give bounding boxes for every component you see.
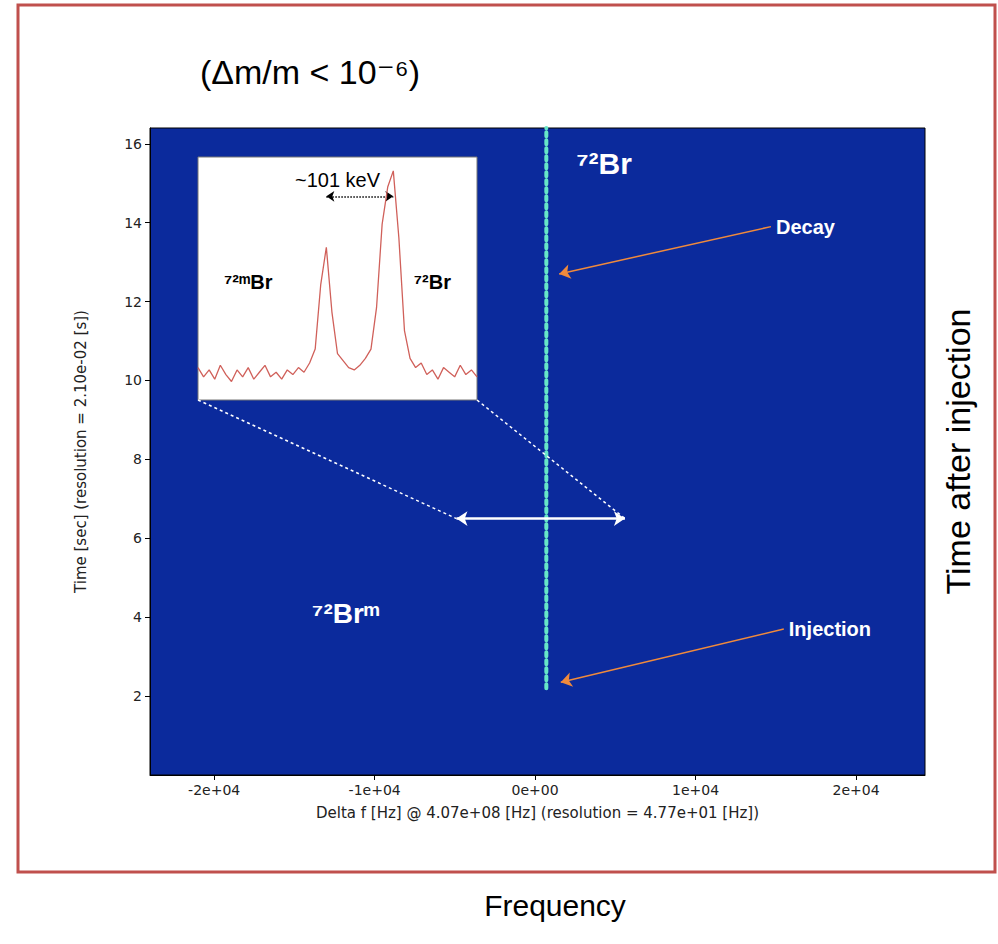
svg-text:⁷²Br: ⁷²Br xyxy=(576,147,632,180)
svg-text:Time [sec] (resolution = 2.10e: Time [sec] (resolution = 2.10e-02 [s]) xyxy=(72,310,90,594)
svg-text:16: 16 xyxy=(124,136,142,152)
svg-text:Decay: Decay xyxy=(776,216,836,238)
svg-text:12: 12 xyxy=(124,294,142,310)
svg-text:14: 14 xyxy=(124,215,142,231)
svg-text:4: 4 xyxy=(133,609,142,625)
svg-text:0e+00: 0e+00 xyxy=(512,782,559,798)
svg-text:-1e+04: -1e+04 xyxy=(349,782,401,798)
svg-text:2e+04: 2e+04 xyxy=(832,782,879,798)
svg-text:⁷²Brᵐ: ⁷²Brᵐ xyxy=(312,598,380,629)
svg-text:~101 keV: ~101 keV xyxy=(295,169,381,191)
svg-text:Frequency: Frequency xyxy=(484,889,626,922)
svg-text:Injection: Injection xyxy=(789,618,871,640)
svg-text:⁷²Br: ⁷²Br xyxy=(414,271,451,293)
svg-text:Delta f [Hz] @ 4.07e+08 [Hz] (: Delta f [Hz] @ 4.07e+08 [Hz] (resolution… xyxy=(316,804,759,822)
svg-text:(Δm/m < 10⁻⁶): (Δm/m < 10⁻⁶) xyxy=(200,53,420,91)
svg-text:⁷²ᵐBr: ⁷²ᵐBr xyxy=(224,271,273,293)
svg-text:2: 2 xyxy=(133,688,142,704)
svg-text:1e+04: 1e+04 xyxy=(672,782,719,798)
svg-text:-2e+04: -2e+04 xyxy=(188,782,240,798)
svg-text:Time after injection: Time after injection xyxy=(939,309,977,595)
svg-text:8: 8 xyxy=(133,451,142,467)
svg-text:6: 6 xyxy=(133,530,142,546)
svg-text:10: 10 xyxy=(124,372,142,388)
